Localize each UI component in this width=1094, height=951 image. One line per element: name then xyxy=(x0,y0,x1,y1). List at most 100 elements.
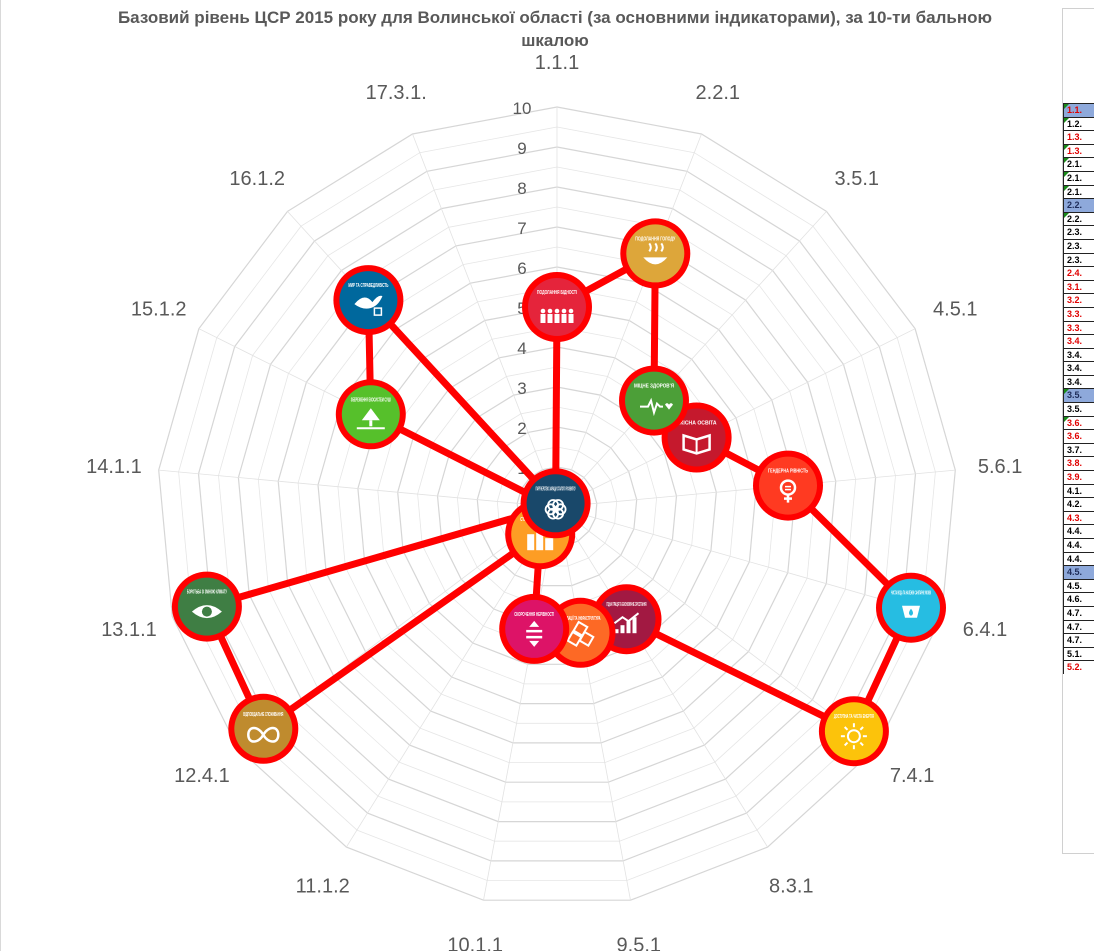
radial-tick-label: 3 xyxy=(517,379,526,398)
growth-icon xyxy=(613,612,640,634)
indicator-row-label: 3.7. xyxy=(1067,444,1083,455)
indicator-table: 1.1. 1.2. 1.3. 1.3. 2.1. 2.1. 2.1. 2.2. 2.2. 2.3.… xyxy=(1062,8,1094,854)
sdg-marker-label: ЧИСТА ВОДА ТА НАЛЕЖНІ САНІТАРНІ УМОВИ xyxy=(891,591,931,597)
radial-tick-label: 7 xyxy=(517,219,526,238)
indicator-row: 3.5. xyxy=(1063,402,1094,416)
sdg-marker-label: ГЕНДЕРНА РІВНІСТЬ xyxy=(768,469,808,475)
flag-icon xyxy=(1064,185,1069,191)
indicator-row-label: 4.2. xyxy=(1067,499,1083,510)
indicator-row: 3.3. xyxy=(1063,320,1094,335)
indicator-row-label: 4.6. xyxy=(1067,594,1083,605)
indicator-row-label: 1.3. xyxy=(1067,145,1083,156)
grid-ring xyxy=(277,226,837,783)
indicator-row: 2.3. xyxy=(1063,238,1094,253)
indicator-row: 4.7. xyxy=(1063,633,1094,647)
indicator-row-label: 1.3. xyxy=(1067,132,1083,143)
sdg-marker: МИР ТА СПРАВЕДЛИВІСТЬ xyxy=(333,265,404,336)
radial-tick-label: 4 xyxy=(517,339,526,358)
eye-icon xyxy=(191,605,222,619)
axis-label: 14.1.1 xyxy=(86,456,142,478)
sdg-marker-label: ЯКІСНА ОСВІТА xyxy=(677,421,717,427)
radar-chart: Базовий рівень ЦСР 2015 року для Волинсь… xyxy=(86,8,1022,951)
heartbeat-icon xyxy=(640,397,673,417)
indicator-row-label: 4.7. xyxy=(1067,607,1083,618)
city-icon xyxy=(527,528,554,551)
radial-tick-label: 9 xyxy=(517,139,526,158)
sdg-marker-label: ПАРТНЕРСТВО ЗАРАДИ СТАЛОГО РОЗВИТКУ xyxy=(536,486,576,492)
indicator-row-label: 5.1. xyxy=(1067,648,1083,659)
grid-ring xyxy=(158,106,956,901)
sdg-marker-label: СКОРОЧЕННЯ НЕРІВНОСТІ xyxy=(514,612,554,618)
indicator-row: 3.5. xyxy=(1063,388,1094,403)
indicator-row: 2.4. xyxy=(1063,266,1094,280)
axis-label: 4.5.1 xyxy=(933,299,977,321)
indicator-row-label: 4.7. xyxy=(1067,635,1083,646)
indicator-row: 4.3. xyxy=(1063,510,1094,525)
indicator-row: 2.1. xyxy=(1063,170,1094,185)
indicator-row: 4.6. xyxy=(1063,592,1094,606)
indicator-row: 4.4. xyxy=(1063,551,1094,566)
indicator-row: 4.5. xyxy=(1063,565,1094,579)
indicator-row: 3.4. xyxy=(1063,374,1094,389)
indicator-row: 3.6. xyxy=(1063,415,1094,430)
indicator-row: 3.4. xyxy=(1063,334,1094,348)
axis-label: 3.5.1 xyxy=(835,168,879,190)
indicator-row: 3.4. xyxy=(1063,347,1094,362)
cubes-icon xyxy=(566,620,595,647)
indicator-row: 1.3. xyxy=(1063,130,1094,144)
axis-label: 15.1.2 xyxy=(131,299,187,321)
indicator-row: 3.9. xyxy=(1063,470,1094,484)
sdg-marker: ПАРТНЕРСТВО ЗАРАДИ СТАЛОГО РОЗВИТКУ xyxy=(520,468,591,539)
sdg-marker-label: ГІДНА ПРАЦЯ ТА ЕКОНОМІЧНЕ ЗРОСТАННЯ xyxy=(607,602,647,608)
indicator-row-label: 2.3. xyxy=(1067,254,1083,265)
grid-ring xyxy=(476,426,638,587)
sdg-marker-label: ПОДОЛАННЯ ГОЛОДУ xyxy=(635,236,676,242)
indicator-row-label: 2.1. xyxy=(1067,186,1083,197)
tree-icon xyxy=(356,408,385,430)
radial-tick-label: 5 xyxy=(517,299,526,318)
indicator-row-label: 2.4. xyxy=(1067,268,1083,279)
indicator-row-label: 4.5. xyxy=(1067,567,1083,578)
axis-label: 5.6.1 xyxy=(978,456,1022,478)
grid-spoke xyxy=(556,211,827,508)
indicator-row-label: 2.1. xyxy=(1067,159,1083,170)
sdg-marker-label: ДОСТУПНА ТА ЧИСТА ЕНЕРГІЯ xyxy=(834,714,874,720)
indicator-row-label: 3.6. xyxy=(1067,417,1083,428)
axis-label: 8.3.1 xyxy=(769,875,813,897)
grid-spoke xyxy=(412,133,558,508)
gender-icon xyxy=(779,479,797,503)
indicator-row-label: 3.1. xyxy=(1067,281,1083,292)
indicator-row-label: 3.6. xyxy=(1067,431,1083,442)
indicator-row: 4.5. xyxy=(1063,578,1094,593)
sdg-marker: СКОРОЧЕННЯ НЕРІВНОСТІ xyxy=(499,593,570,664)
axis-label: 11.1.2 xyxy=(296,875,350,897)
flower-icon xyxy=(544,499,567,520)
indicator-row: 5.2. xyxy=(1063,660,1094,674)
sdg-marker: ЧИСТА ВОДА ТА НАЛЕЖНІ САНІТАРНІ УМОВИ xyxy=(876,572,946,643)
indicator-row: 4.4. xyxy=(1063,524,1094,538)
axis-label: 2.2.1 xyxy=(696,82,740,104)
sdg-marker: ЗБЕРЕЖЕННЯ ЕКОСИСТЕМ СУШІ xyxy=(335,379,406,450)
sdg-marker: ПОДОЛАННЯ БІДНОСТІ xyxy=(522,272,592,342)
indicator-row: 3.2. xyxy=(1063,293,1094,307)
flag-icon xyxy=(1064,212,1069,218)
sdg-marker: ДОСТУПНА ТА ЧИСТА ЕНЕРГІЯ xyxy=(818,696,889,767)
sdg-marker: ВІДПОВІДАЛЬНЕ СПОЖИВАННЯ xyxy=(228,693,299,764)
indicator-row-label: 2.1. xyxy=(1067,172,1083,183)
indicator-row-label: 2.3. xyxy=(1067,227,1083,238)
indicator-row: 3.1. xyxy=(1063,279,1094,294)
sdg-marker-label: ІННОВАЦІЇ ТА ІНФРАСТРУКТУРА xyxy=(561,615,601,622)
grid-spoke xyxy=(556,506,768,848)
flag-icon xyxy=(1064,416,1069,422)
indicator-row: 3.8. xyxy=(1063,456,1094,471)
indicator-row-label: 3.3. xyxy=(1067,308,1083,319)
indicator-row-label: 4.4. xyxy=(1067,553,1083,564)
axis-label: 9.5.1 xyxy=(617,934,661,951)
indicator-row: 1.2. xyxy=(1063,116,1094,131)
axis-label: 6.4.1 xyxy=(963,619,1007,641)
indicator-row-label: 4.1. xyxy=(1067,485,1083,496)
indicator-row-label: 3.8. xyxy=(1067,458,1083,469)
indicator-row: 3.7. xyxy=(1063,442,1094,457)
grid-ring xyxy=(197,146,917,862)
sun-icon xyxy=(840,723,867,750)
